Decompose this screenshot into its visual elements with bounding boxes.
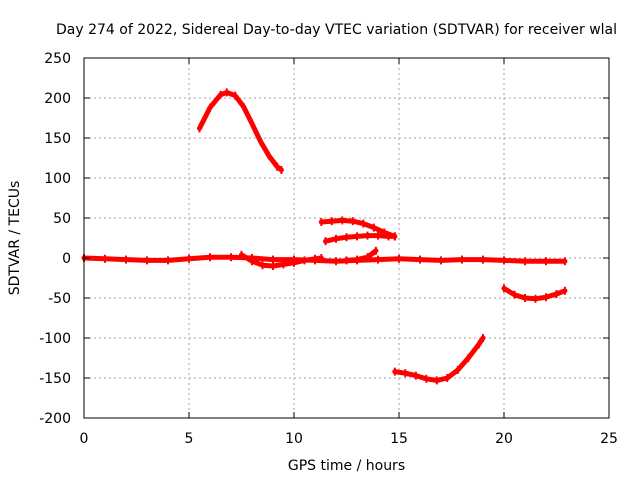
y-tick-label: -150 xyxy=(39,371,71,387)
y-tick-label: 250 xyxy=(44,51,71,67)
y-tick-label: 200 xyxy=(44,91,71,107)
y-tick-label: 150 xyxy=(44,131,71,147)
series-arc-11-14.8h-upper xyxy=(318,217,398,239)
plot-frame xyxy=(83,57,610,419)
data-series xyxy=(81,88,568,385)
x-tick-label: 0 xyxy=(80,431,89,447)
chart-title: Day 274 of 2022, Sidereal Day-to-day VTE… xyxy=(56,22,617,38)
x-tick-label: 25 xyxy=(600,431,618,447)
y-tick-label: -100 xyxy=(39,331,71,347)
axis-ticks: 0 5 10 15 20 25 -200 -150 -100 -50 0 50 100 150 200 250 xyxy=(39,51,618,447)
x-tick-label: 10 xyxy=(285,431,303,447)
y-tick-label: -200 xyxy=(39,411,71,427)
x-axis-label: GPS time / hours xyxy=(288,458,405,474)
series-hook-12.5-14h xyxy=(344,248,379,263)
grid-lines xyxy=(84,58,609,418)
series-arc-11-14.8h-lower xyxy=(323,233,398,244)
x-tick-label: 5 xyxy=(185,431,194,447)
y-axis-label: SDTVAR / TECUs xyxy=(7,181,23,296)
y-tick-label: 50 xyxy=(53,211,71,227)
y-tick-label: 100 xyxy=(44,171,71,187)
y-tick-label: -50 xyxy=(48,291,71,307)
y-tick-label: 0 xyxy=(62,251,71,267)
series-baseline xyxy=(81,254,568,264)
x-tick-label: 20 xyxy=(495,431,513,447)
series-arc-14.8-19h xyxy=(392,335,486,383)
x-tick-label: 15 xyxy=(390,431,408,447)
